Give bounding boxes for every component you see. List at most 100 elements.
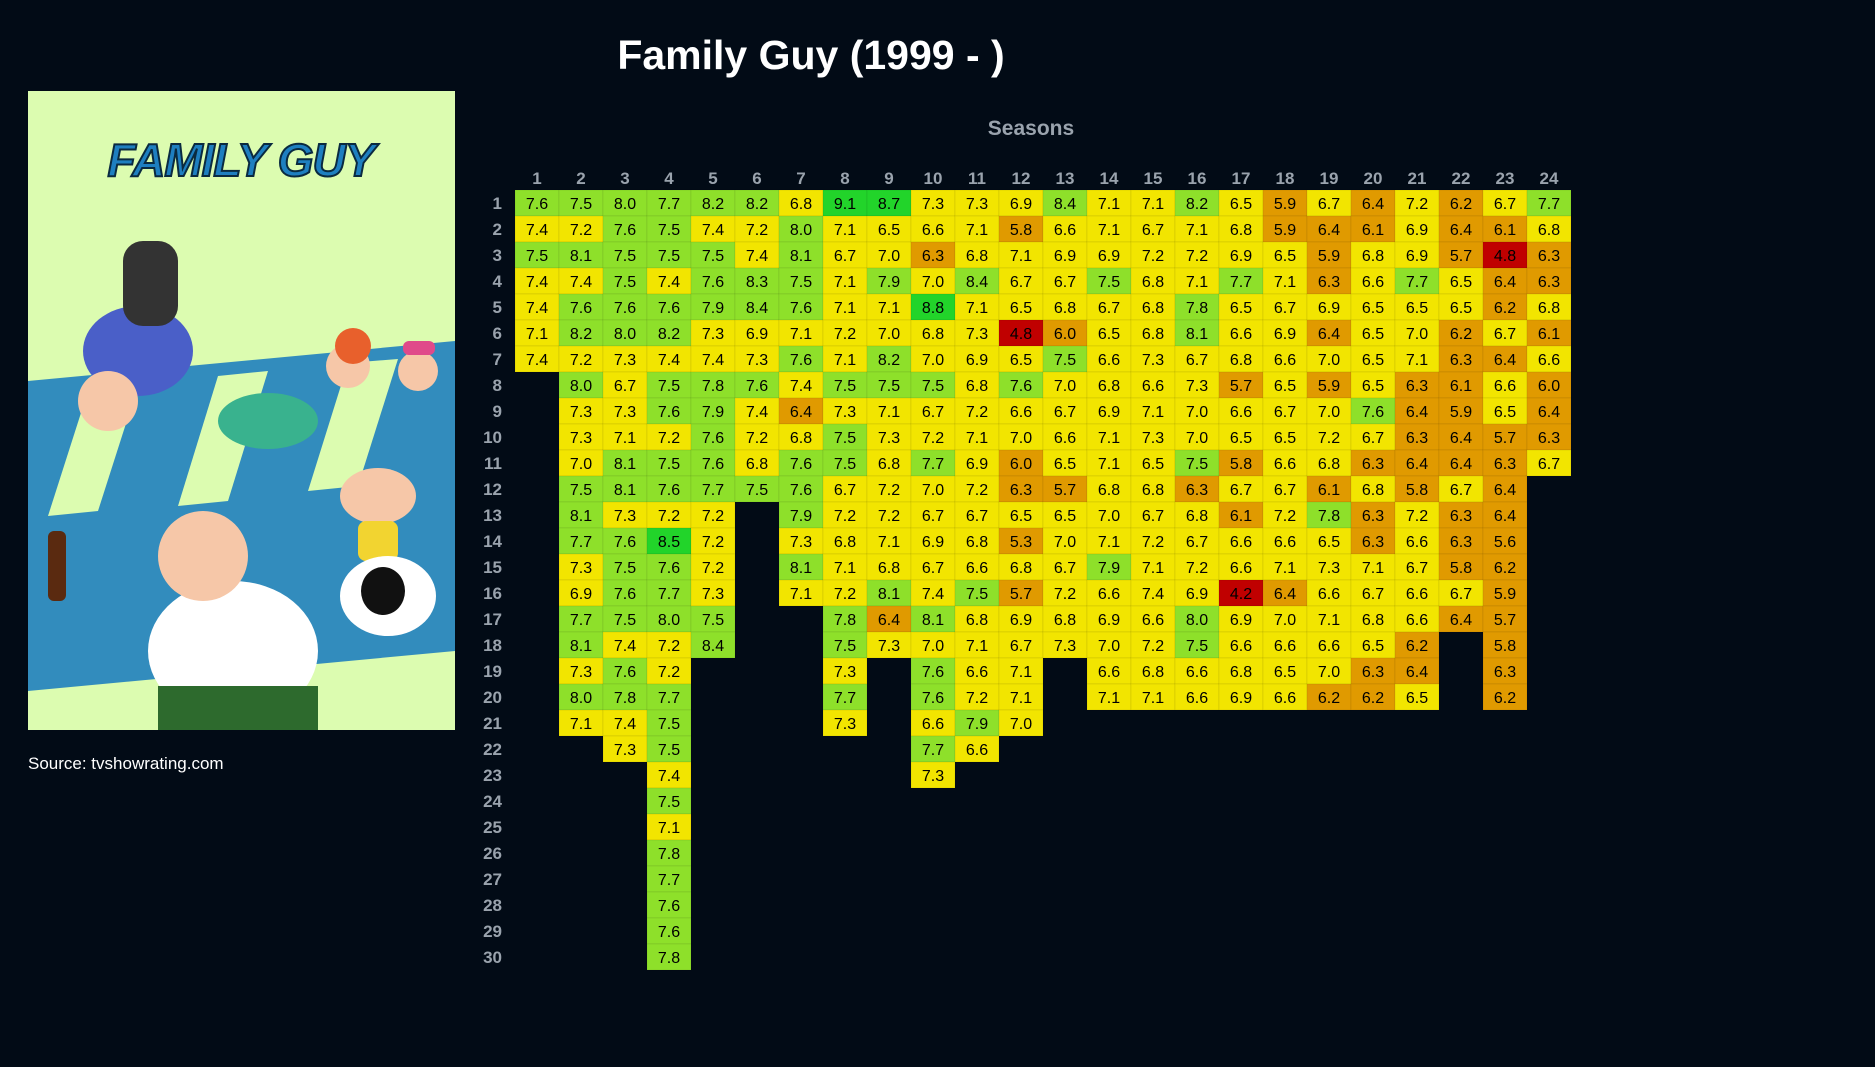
heatmap-cell-value: 7.3 <box>878 430 900 447</box>
heatmap-cell-value: 5.9 <box>1494 586 1516 603</box>
heatmap-cell-value: 7.3 <box>834 664 856 681</box>
heatmap-cell <box>954 241 1000 269</box>
heatmap-cell-value: 6.6 <box>1274 690 1296 707</box>
heatmap-cell-value: 6.6 <box>1054 222 1076 239</box>
heatmap-cell-value: 7.2 <box>878 508 900 525</box>
heatmap-cell-value: 7.1 <box>1142 196 1164 213</box>
heatmap-cell-value: 6.3 <box>1362 456 1384 473</box>
heatmap-cell-value: 6.7 <box>1010 274 1032 291</box>
heatmap-cell-value: 7.0 <box>1406 326 1428 343</box>
heatmap-cell-value: 7.5 <box>526 248 548 265</box>
heatmap-cell-value: 6.4 <box>1450 222 1472 239</box>
heatmap-cell <box>822 345 868 373</box>
episode-tick: 12 <box>483 480 502 499</box>
heatmap-cell-value: 6.5 <box>1010 300 1032 317</box>
heatmap-cell-value: 7.2 <box>702 508 724 525</box>
poster-character-stewie <box>340 468 416 561</box>
heatmap-cell-value: 6.5 <box>1362 638 1384 655</box>
heatmap-cell-value: 7.1 <box>1098 690 1120 707</box>
heatmap-cell <box>1042 449 1088 477</box>
heatmap-cell-value: 6.5 <box>1362 352 1384 369</box>
heatmap-cell-value: 7.9 <box>702 404 724 421</box>
heatmap-cell-value: 6.9 <box>1010 196 1032 213</box>
heatmap-cell-value: 7.5 <box>878 378 900 395</box>
heatmap-cell <box>558 501 604 529</box>
heatmap-cell-value: 8.0 <box>570 690 592 707</box>
heatmap-cell <box>1262 319 1308 347</box>
season-tick: 13 <box>1056 169 1075 188</box>
heatmap-cell-value: 6.4 <box>1406 456 1428 473</box>
episode-tick: 11 <box>484 454 502 473</box>
heatmap-cell <box>1438 527 1484 555</box>
heatmap-cell <box>602 371 648 399</box>
heatmap-cell-value: 8.1 <box>790 560 812 577</box>
heatmap-cell <box>646 813 692 841</box>
heatmap-cell <box>998 449 1044 477</box>
heatmap-cell-value: 7.0 <box>922 352 944 369</box>
heatmap-cell-value: 6.6 <box>1230 404 1252 421</box>
heatmap-cell-value: 7.4 <box>702 352 724 369</box>
heatmap-cell-value: 6.3 <box>1538 430 1560 447</box>
heatmap-cell <box>954 683 1000 711</box>
heatmap-cell <box>1130 579 1176 607</box>
heatmap-cell-value: 4.2 <box>1230 586 1252 603</box>
heatmap-cell <box>866 189 912 217</box>
heatmap-cell-value: 7.6 <box>614 534 636 551</box>
heatmap-cell-value: 7.6 <box>702 456 724 473</box>
heatmap-cell <box>1350 345 1396 373</box>
heatmap-cell-value: 7.0 <box>922 638 944 655</box>
heatmap-cell <box>910 189 956 217</box>
heatmap-cell <box>1042 241 1088 269</box>
heatmap-cell <box>646 475 692 503</box>
heatmap-cell-value: 6.5 <box>1054 456 1076 473</box>
heatmap-cell <box>1262 501 1308 529</box>
heatmap-cell-value: 7.4 <box>614 638 636 655</box>
heatmap-cell <box>778 579 824 607</box>
heatmap-cell-value: 7.1 <box>966 430 988 447</box>
heatmap-cell <box>1218 605 1264 633</box>
heatmap-cell-value: 6.3 <box>1318 274 1340 291</box>
episode-tick: 30 <box>483 948 502 967</box>
heatmap-cell <box>690 371 736 399</box>
heatmap-cell-value: 7.4 <box>570 274 592 291</box>
heatmap-cell-value: 7.1 <box>1010 690 1032 707</box>
heatmap-cell <box>998 319 1044 347</box>
heatmap-cell-value: 7.3 <box>570 664 592 681</box>
heatmap-cell-value: 7.7 <box>658 196 680 213</box>
heatmap-cell-value: 7.0 <box>1010 716 1032 733</box>
heatmap-cell-value: 6.5 <box>1274 664 1296 681</box>
heatmap-cell-value: 8.3 <box>746 274 768 291</box>
heatmap-cell-value: 8.0 <box>614 196 636 213</box>
heatmap-cell-value: 6.5 <box>1362 326 1384 343</box>
heatmap-cell <box>1218 267 1264 295</box>
heatmap-cell-value: 6.7 <box>1538 456 1560 473</box>
poster-character-brian <box>340 556 436 636</box>
heatmap-cell-value: 7.2 <box>966 690 988 707</box>
heatmap-cell <box>1130 189 1176 217</box>
heatmap-cell <box>602 449 648 477</box>
heatmap-cell-value: 7.2 <box>1274 508 1296 525</box>
heatmap-cell-value: 6.3 <box>1186 482 1208 499</box>
heatmap-cell-value: 7.0 <box>922 482 944 499</box>
heatmap-cell <box>1438 319 1484 347</box>
heatmap-cell-value: 7.6 <box>790 352 812 369</box>
source-note: Source: tvshowrating.com <box>28 754 224 773</box>
episode-tick: 27 <box>483 870 502 889</box>
heatmap-cell <box>1262 579 1308 607</box>
heatmap-cell-value: 6.3 <box>1362 664 1384 681</box>
heatmap-cell <box>1262 423 1308 451</box>
heatmap-cell <box>1086 579 1132 607</box>
episode-tick: 4 <box>493 272 503 291</box>
heatmap-cell <box>822 631 868 659</box>
heatmap-cell-value: 6.5 <box>1230 300 1252 317</box>
episode-tick: 8 <box>493 376 502 395</box>
heatmap-cell-value: 6.5 <box>1362 378 1384 395</box>
heatmap-cell-value: 6.7 <box>966 508 988 525</box>
heatmap-cell-value: 7.9 <box>702 300 724 317</box>
heatmap-cell-value: 8.0 <box>658 612 680 629</box>
heatmap-cell-value: 7.4 <box>702 222 724 239</box>
heatmap-cell <box>1394 215 1440 243</box>
heatmap-cell-value: 6.9 <box>1230 612 1252 629</box>
heatmap-cell-value: 4.8 <box>1010 326 1032 343</box>
poster-logo: FAMILY GUY <box>108 134 380 186</box>
